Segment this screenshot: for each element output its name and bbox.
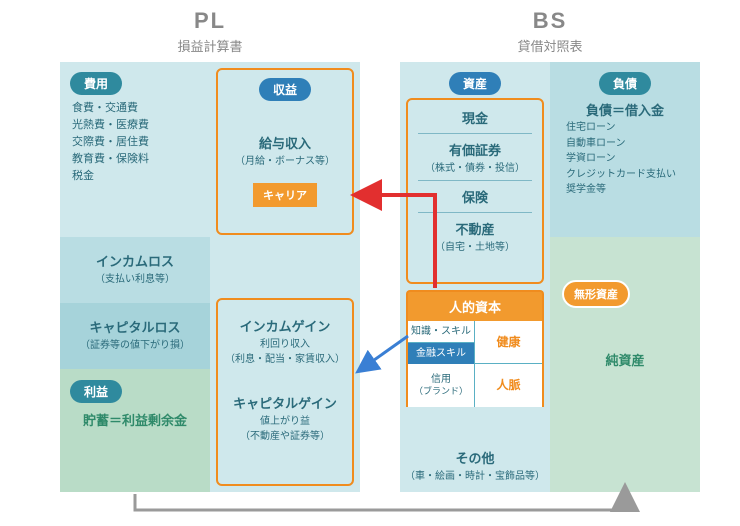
bs-financial-assets-box: 現金 有価証券 （株式・債券・投信） 保険 不動産 （自宅・土地等）: [406, 98, 544, 284]
bs-sub: 貸借対照表: [400, 36, 700, 55]
bs-securities-sub: （株式・債券・投信）: [408, 159, 542, 174]
hc-finance: 金融スキル: [408, 343, 475, 364]
pl-caploss-lbl: キャピタルロス: [60, 317, 210, 336]
hc-health: 健康: [475, 321, 542, 364]
pl-incomeloss-lbl: インカムロス: [60, 251, 210, 270]
pl-salary-sub: （月給・ボーナス等）: [218, 152, 352, 167]
pl-cost-tag-wrap: 費用: [70, 72, 122, 95]
pl-career-badge: キャリア: [253, 183, 317, 207]
pl-cost-tag: 費用: [70, 72, 122, 95]
pl-salary-box: 収益 給与収入 （月給・ボーナス等） キャリア: [216, 68, 354, 235]
bs-human-capital-title: 人的資本: [406, 290, 544, 321]
arrow-gray: [135, 494, 625, 510]
bs-liab-title: 負債＝借入金: [550, 100, 700, 119]
pl-capgain-sub2: （不動産や証券等）: [218, 427, 352, 442]
bs-asset-tag-wrap: 資産: [400, 72, 550, 95]
bs-other: その他 （車・絵画・時計・宝飾品等）: [400, 448, 550, 482]
pl-capgain-sub1: 値上がり益: [218, 412, 352, 427]
bs-human-capital-box: 人的資本 知識・スキル 金融スキル 健康 信用 （ブランド） 人脈: [406, 290, 544, 440]
bs-intangible-badge: 無形資産: [562, 280, 630, 308]
bs-abbr: BS: [400, 8, 700, 34]
pl-profit-text: 貯蓄＝利益剰余金: [60, 410, 210, 429]
bs-header: BS 貸借対照表: [400, 8, 700, 55]
hc-network: 人脈: [475, 364, 542, 407]
pl-gain-box: インカムゲイン 利回り収入 （利息・配当・家賃収入） キャピタルゲイン 値上がり…: [216, 298, 354, 486]
pl-revenue-tag: 収益: [259, 78, 311, 101]
hc-trust: 信用 （ブランド）: [408, 364, 475, 407]
bs-liab-tag-wrap: 負債: [550, 72, 700, 95]
diagram-root: PL 損益計算書 BS 貸借対照表 費用 食費・交通費 光熱費・医療費 交際費・…: [0, 0, 740, 526]
pl-incomegain-sub2: （利息・配当・家賃収入）: [218, 350, 352, 365]
bs-cash: 現金: [408, 108, 542, 127]
pl-incomeloss: インカムロス （支払い利息等）: [60, 237, 210, 303]
pl-abbr: PL: [60, 8, 360, 34]
pl-cost-lines: 食費・交通費 光熱費・医療費 交際費・居住費 教育費・保険料 税金: [72, 100, 149, 185]
pl-capgain: キャピタルゲイン: [218, 393, 352, 412]
bs-securities: 有価証券: [408, 140, 542, 159]
pl-salary: 給与収入: [218, 133, 352, 152]
pl-caploss: キャピタルロス （証券等の値下がり損）: [60, 303, 210, 369]
bs-other-sub: （車・絵画・時計・宝飾品等）: [400, 467, 550, 482]
pl-header: PL 損益計算書: [60, 8, 360, 55]
pl-profit-tag-wrap: 利益: [70, 380, 122, 403]
hc-trust-lbl: 信用: [431, 374, 451, 386]
bs-asset-tag: 資産: [449, 72, 501, 95]
bs-realestate: 不動産: [408, 219, 542, 238]
bs-other-lbl: その他: [400, 448, 550, 467]
pl-incomegain-sub1: 利回り収入: [218, 335, 352, 350]
pl-profit-tag: 利益: [70, 380, 122, 403]
bs-insurance: 保険: [408, 187, 542, 206]
bs-liab-tag: 負債: [599, 72, 651, 95]
hc-trust-sub: （ブランド）: [414, 386, 468, 397]
bs-realestate-sub: （自宅・土地等）: [408, 238, 542, 253]
pl-sub: 損益計算書: [60, 36, 360, 55]
pl-incomegain: インカムゲイン: [218, 316, 352, 335]
pl-caploss-sub: （証券等の値下がり損）: [60, 336, 210, 351]
bs-netassets: 純資産: [550, 350, 700, 369]
bs-liab-lines: 住宅ローン 自動車ローン 学資ローン クレジットカード支払い 奨学金等: [566, 120, 676, 198]
pl-incomeloss-sub: （支払い利息等）: [60, 270, 210, 285]
hc-knowledge: 知識・スキル: [408, 321, 475, 343]
